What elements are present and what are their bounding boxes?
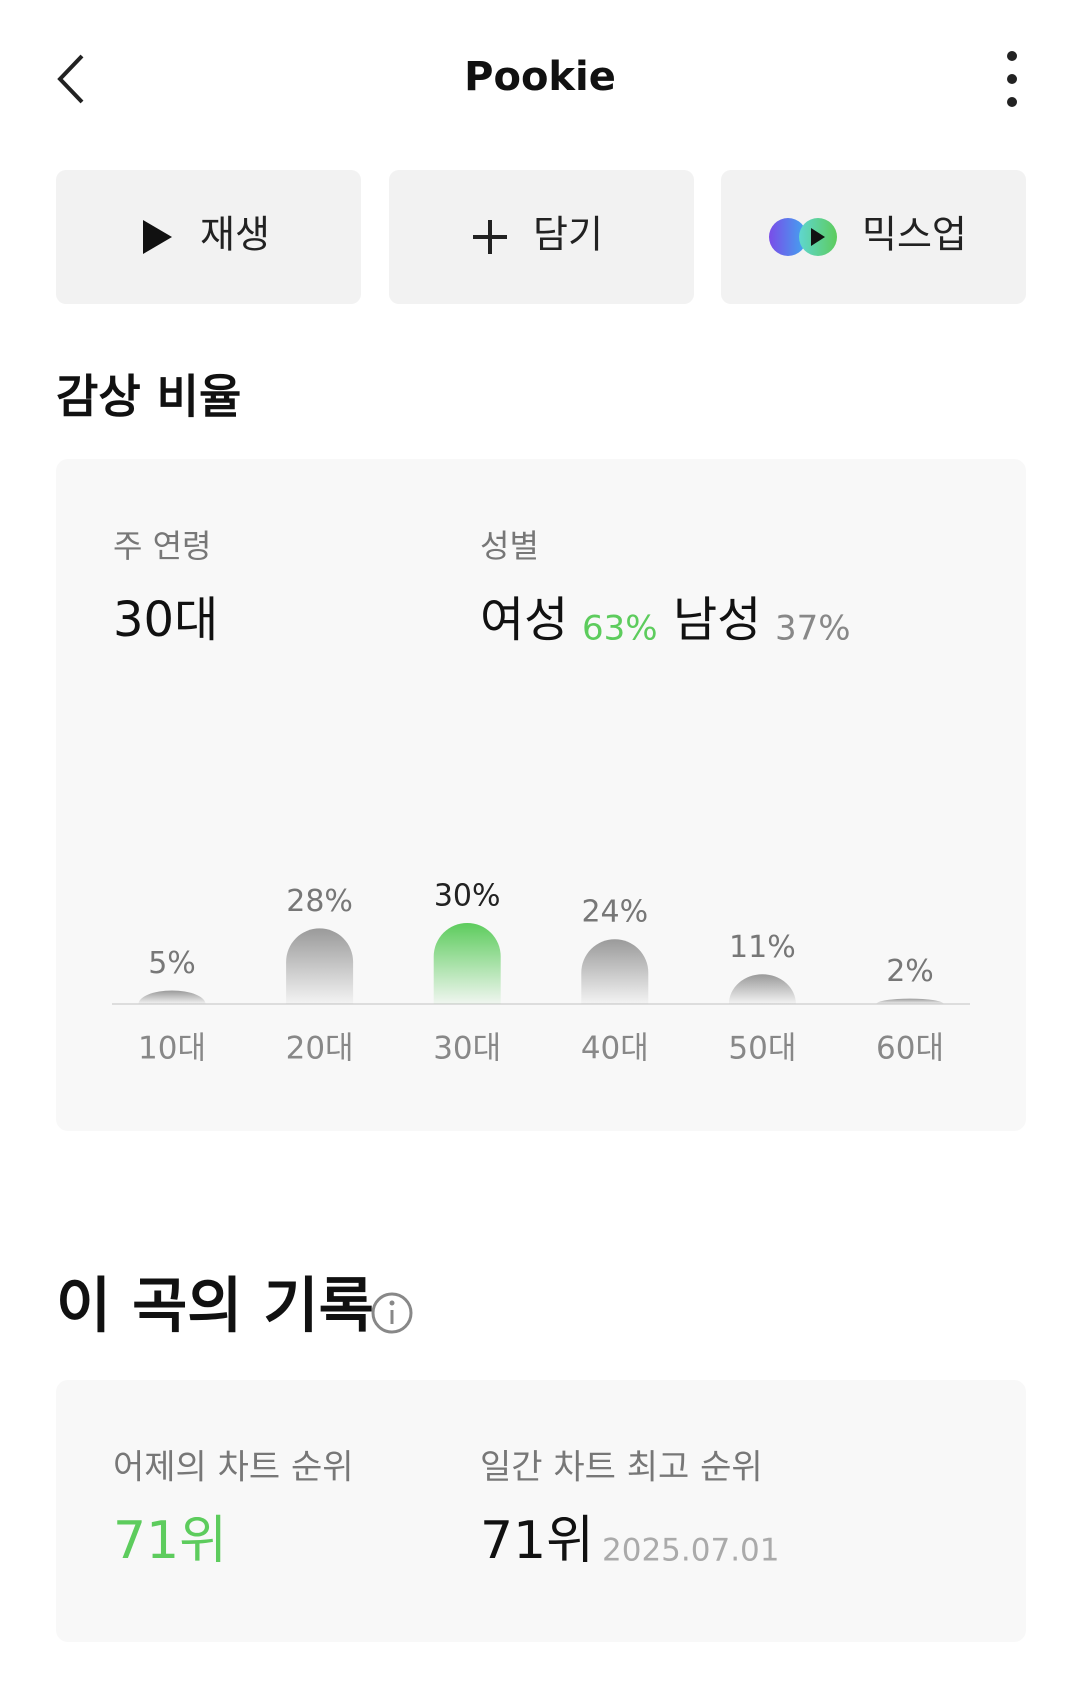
play-icon xyxy=(143,220,172,254)
yesterday-rank: 71위 xyxy=(113,1511,227,1571)
bar xyxy=(286,928,354,1004)
value-label: 24% xyxy=(581,895,648,930)
more-button[interactable] xyxy=(1007,51,1017,107)
category-label: 20대 xyxy=(286,1031,354,1067)
female-share: 63% xyxy=(582,609,658,649)
value-label: 5% xyxy=(148,946,196,981)
plus-icon xyxy=(473,220,507,254)
category-label: 10대 xyxy=(138,1031,206,1067)
male-share: 37% xyxy=(775,609,851,649)
add-label: 담기 xyxy=(533,213,603,257)
value-label: 28% xyxy=(286,884,353,919)
value-label: 11% xyxy=(729,930,796,965)
record-card xyxy=(56,1380,1026,1642)
value-label: 30% xyxy=(434,879,501,914)
record-title: 이 곡의 기록 xyxy=(56,1272,374,1342)
play-label: 재생 xyxy=(200,213,270,257)
bar xyxy=(728,974,796,1004)
category-label: 50대 xyxy=(728,1031,796,1067)
bar xyxy=(433,923,501,1004)
section-title: 감상 비율 xyxy=(56,370,241,424)
title: Pookie xyxy=(464,54,616,100)
best-date: 2025.07.01 xyxy=(602,1533,780,1569)
mixup-button[interactable] xyxy=(721,170,1026,304)
female-label: 여성 xyxy=(480,592,568,648)
male-label: 남성 xyxy=(673,592,761,648)
yesterday-label: 어제의 차트 순위 xyxy=(113,1448,354,1488)
best-label: 일간 차트 최고 순위 xyxy=(480,1448,763,1488)
value-label: 2% xyxy=(886,954,934,989)
bar xyxy=(138,990,206,1004)
age-value: 30대 xyxy=(113,592,218,648)
mixup-icon xyxy=(769,218,837,256)
category-label: 40대 xyxy=(581,1031,649,1067)
add-button[interactable] xyxy=(389,170,694,304)
best-rank: 71위 xyxy=(480,1511,594,1571)
bar xyxy=(876,998,944,1004)
info-icon[interactable] xyxy=(371,1292,413,1334)
back-button[interactable] xyxy=(57,54,84,104)
play-button[interactable] xyxy=(56,170,361,304)
category-label: 60대 xyxy=(876,1031,944,1067)
category-label: 30대 xyxy=(433,1031,501,1067)
age-label: 주 연령 xyxy=(113,527,212,565)
mixup-label: 믹스업 xyxy=(862,213,967,257)
bar xyxy=(581,939,649,1004)
gender-label: 성별 xyxy=(480,527,539,565)
age-chart: 5% 10대 28% 20대 30% 30대 24% 40대 11% 50대 2% 60대 xyxy=(138,879,944,1067)
